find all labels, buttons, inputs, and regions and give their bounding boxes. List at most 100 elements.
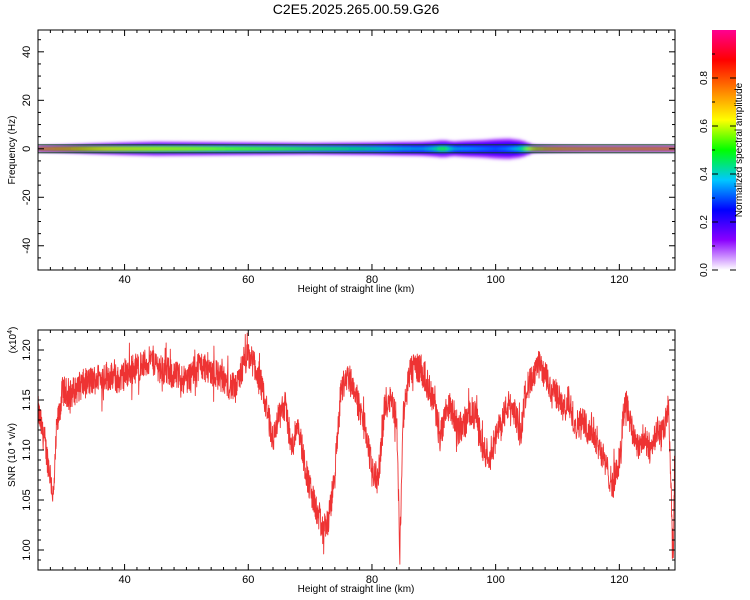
spectrogram-cell [524,148,530,150]
spectrogram-cell [565,148,571,150]
x-tick-label: 80 [366,574,378,586]
spectrogram-cell [320,148,326,150]
spectrogram-cell [638,148,644,150]
x-tick-label: 40 [118,274,130,286]
spectrogram-cell [643,148,649,150]
spectrogram-cell [206,148,212,150]
spectrogram-cell [383,148,389,150]
colorbar-tick-label: 0.8 [699,71,710,85]
spectrogram-ticks: 40 60 80 100 120 -40 -20 0 20 40 [21,30,675,286]
y-tick-label: 1.15 [21,389,33,410]
spectrogram-cell [533,148,540,150]
colorbar-tick-label: 0.4 [699,167,710,181]
y-tick-label: 1.00 [21,539,33,560]
colorbar-label: Normalized spectral amplitude [734,82,745,217]
spectrogram-cell [201,148,207,150]
spectrogram-cell [106,148,112,150]
spectrogram-cell [260,148,267,150]
spectrogram-cell [406,148,412,150]
spectrogram-cell [452,148,458,150]
spectrogram-panel: 40 60 80 100 120 -40 -20 0 20 40 Height of straig… [7,29,676,295]
spectrogram-cell [174,148,180,150]
spectrogram-cell [365,148,371,150]
colorbar-gradient [712,30,736,270]
spectrogram-cell [265,148,271,150]
spectrogram-cell [351,148,358,150]
spectrogram-cell [311,148,317,150]
spectrogram-cell [138,148,144,150]
spectrogram-cell [515,147,521,150]
spectrogram-cell [470,147,476,150]
spectrogram-cell [502,147,508,150]
y-tick-label: 1.20 [21,339,33,360]
spectrogram-cell [624,148,631,150]
spectrogram-cell [652,148,658,150]
chart-title: C2E5.2025.265.00.59.G26 [273,1,440,17]
spectrogram-cell [215,148,221,150]
spectrogram-cell [374,148,380,150]
spectrogram-cell [493,147,499,150]
y-tick-label: 1.10 [21,439,33,460]
x-tick-label: 40 [118,574,130,586]
spectrogram-cell [420,148,426,150]
x-tick-label: 60 [242,574,254,586]
colorbar-tick-label: 0.0 [699,263,710,277]
spectrogram-cell [488,147,494,150]
spectrogram-cell [242,148,248,150]
spectrogram-cell [424,148,430,150]
spectrogram-cell [279,148,285,150]
spectrogram-cell [606,148,612,150]
y-tick-label: -20 [21,189,33,205]
spectrogram-cell [347,148,353,150]
spectrogram-cell [597,148,603,150]
spectrogram-cell [288,148,294,150]
spectrogram-heatmap [38,137,675,160]
spectrogram-cell [124,148,130,150]
spectrogram-cell [447,147,453,150]
spectrogram-cell [474,147,480,150]
spectrogram-cell [283,148,289,150]
spectrogram-cell [388,148,394,150]
spectrogram-xlabel: Height of straight line (km) [298,284,415,295]
spectrogram-cell [251,148,257,150]
spectrogram-cell [656,148,662,150]
spectrogram-cell [306,148,312,150]
spectrogram-cell [483,147,490,150]
y-tick-label: 20 [21,94,33,106]
spectrogram-cell [615,148,621,150]
spectrogram-cell [433,147,439,150]
spectrogram-ylabel: Frequency (Hz) [7,116,18,185]
spectrogram-cell [593,148,599,150]
x-tick-label: 60 [242,274,254,286]
spectrogram-cell [584,148,590,150]
spectrogram-cell [438,147,444,150]
spectrogram-cell [65,148,71,150]
spectrogram-cell [338,148,344,150]
spectrogram-cell [247,148,253,150]
spectrogram-cell [197,148,203,150]
spectrogram-cell [233,148,239,150]
y-tick-label: 1.05 [21,489,33,510]
spectrogram-cell [570,148,576,150]
snr-ticks: 40 60 80 100 120 1.00 1.05 1.10 1.15 1.20 [21,329,675,586]
spectrogram-cell [188,148,194,150]
spectrogram-cell [579,148,585,150]
spectrogram-cell [370,148,376,150]
spectrogram-cell [110,148,116,150]
spectrogram-cell [342,148,348,150]
spectrogram-cell [229,148,235,150]
spectrogram-cell [634,148,640,150]
snr-series-line [38,332,675,565]
spectrogram-cell [379,148,385,150]
snr-xlabel: Height of straight line (km) [298,584,415,595]
spectrogram-cell [411,148,417,150]
x-tick-label: 120 [610,274,628,286]
spectrogram-cell [92,148,98,150]
snr-multiplier: (x104) [7,327,19,354]
spectrogram-cell [256,148,262,150]
spectrogram-cell [356,148,362,150]
colorbar-tick-label: 0.6 [699,119,710,133]
spectrogram-cell [156,148,162,150]
spectrogram-cell [101,148,107,150]
